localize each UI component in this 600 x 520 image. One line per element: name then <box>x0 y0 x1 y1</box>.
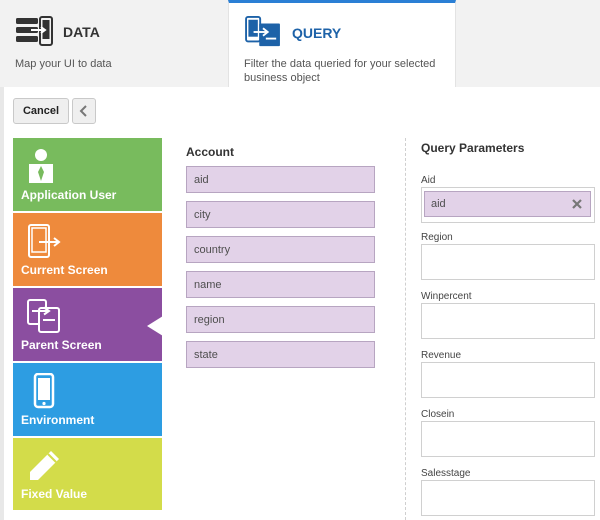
screen-arrow-icon <box>28 224 61 258</box>
param-dropzone-revenue[interactable] <box>421 362 595 398</box>
field-city[interactable]: city <box>186 201 375 228</box>
query-filter-icon <box>245 16 280 47</box>
param-label-salesstage: Salesstage <box>421 468 471 479</box>
account-title: Account <box>186 145 234 159</box>
param-dropzone-region[interactable] <box>421 244 595 280</box>
category-label: Current Screen <box>21 263 108 277</box>
selected-indicator <box>147 316 163 336</box>
param-dropzone-salesstage[interactable] <box>421 480 595 516</box>
query-parameters-title: Query Parameters <box>421 141 525 155</box>
field-country[interactable]: country <box>186 236 375 263</box>
category-fixed-value[interactable]: Fixed Value <box>13 438 162 510</box>
pencil-icon <box>30 451 59 480</box>
param-label-revenue: Revenue <box>421 350 462 361</box>
field-region[interactable]: region <box>186 306 375 333</box>
field-aid[interactable]: aid <box>186 166 375 193</box>
close-icon[interactable] <box>570 197 584 211</box>
tab-query-title: QUERY <box>292 25 342 41</box>
param-label-region: Region <box>421 232 453 243</box>
param-dropzone-winpercent[interactable] <box>421 303 595 339</box>
chevron-left-icon <box>79 105 87 117</box>
category-parent-screen[interactable]: Parent Screen <box>13 288 163 361</box>
back-button[interactable] <box>72 98 96 124</box>
data-mapping-icon <box>16 16 53 46</box>
category-current-screen[interactable]: Current Screen <box>13 213 162 286</box>
category-label: Fixed Value <box>21 487 88 501</box>
field-name[interactable]: name <box>186 271 375 298</box>
tab-query[interactable]: QUERY Filter the data queried for your s… <box>228 0 456 87</box>
category-label: Parent Screen <box>21 338 102 352</box>
category-application-user[interactable]: Application User <box>13 138 162 211</box>
param-chip-value: aid <box>431 198 446 210</box>
param-dropzone-closein[interactable] <box>421 421 595 457</box>
left-edge <box>0 87 4 520</box>
user-icon <box>29 149 53 183</box>
category-environment[interactable]: Environment <box>13 363 162 436</box>
field-state[interactable]: state <box>186 341 375 368</box>
tab-data-description: Map your UI to data <box>15 58 112 70</box>
cancel-button[interactable]: Cancel <box>13 98 69 124</box>
category-label: Application User <box>21 188 117 202</box>
tab-query-description: Filter the data queried for your selecte… <box>244 58 436 84</box>
param-chip-aid[interactable]: aid <box>424 191 591 217</box>
category-label: Environment <box>21 413 95 427</box>
tab-data-title: DATA <box>63 24 100 40</box>
tab-data[interactable]: DATA Map your UI to data <box>0 0 228 87</box>
param-label-aid: Aid <box>421 175 436 186</box>
param-label-closein: Closein <box>421 409 455 420</box>
top-tab-bar: DATA Map your UI to data QUERY Filter th… <box>0 0 600 87</box>
param-label-winpercent: Winpercent <box>421 291 472 302</box>
column-divider <box>405 138 406 520</box>
stacked-screens-icon <box>27 299 60 333</box>
mobile-device-icon <box>33 373 55 409</box>
